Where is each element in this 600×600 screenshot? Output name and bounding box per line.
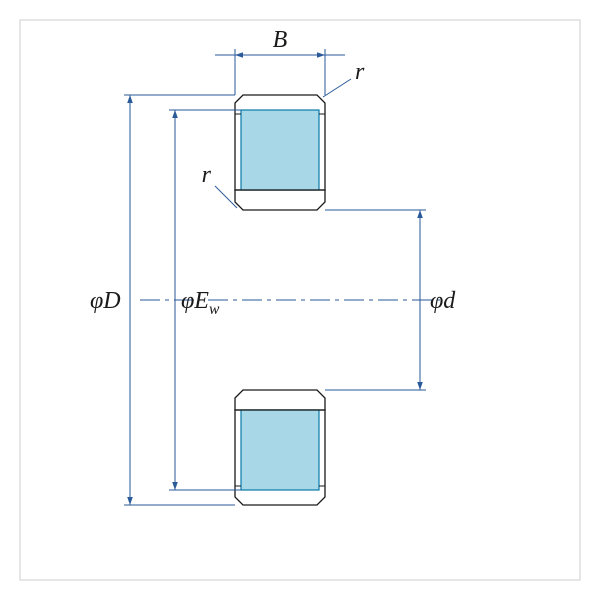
leader-r-inner — [215, 186, 237, 208]
roller-upper — [241, 110, 319, 190]
label-r-outer: r — [355, 59, 365, 85]
inner-ring-upper — [235, 190, 325, 210]
label-r-inner: r — [202, 162, 212, 188]
roller-lower — [241, 410, 319, 490]
label-phi-d: φd — [430, 288, 456, 314]
label-phi-D: φD — [90, 288, 121, 314]
label-B: B — [273, 27, 288, 53]
label-phi-Ew: φEw — [181, 288, 220, 318]
leader-r-outer — [323, 79, 351, 97]
inner-ring-lower — [235, 390, 325, 410]
